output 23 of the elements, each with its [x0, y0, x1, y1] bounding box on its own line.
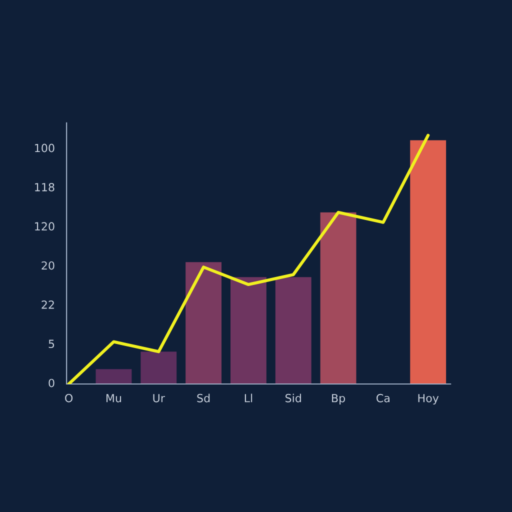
text: 100 [35, 144, 54, 152]
x-tick-label: Sd [197, 394, 210, 402]
text: 5 [48, 340, 54, 348]
text: 0 [48, 378, 54, 388]
x-tick-label: Ll [244, 394, 252, 402]
bar [230, 277, 266, 384]
bar [275, 277, 312, 384]
x-tick-label: Sid [286, 394, 301, 402]
x-tick-label: Ca [376, 394, 390, 402]
bar [410, 140, 446, 384]
text: 118 [35, 182, 54, 192]
x-tick-label: Bp [332, 394, 346, 404]
text: 22 [42, 300, 54, 309]
x-tick-label: O [65, 394, 73, 402]
bar [96, 369, 132, 384]
x-tick-label: Mu [106, 394, 122, 402]
text: 20 [42, 261, 54, 270]
bar [140, 352, 177, 384]
x-tick-label: Hoy [418, 394, 439, 404]
bar [320, 212, 356, 384]
bar [186, 262, 222, 384]
x-tick-label: Ur [153, 394, 165, 402]
text: 120 [35, 222, 54, 231]
